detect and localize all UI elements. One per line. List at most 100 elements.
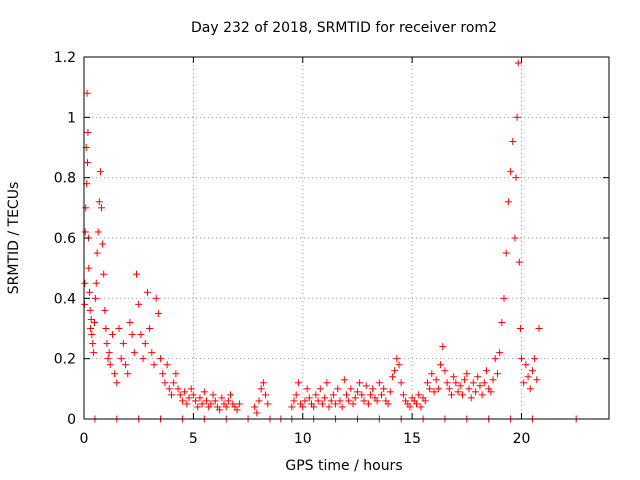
data-point — [426, 385, 434, 393]
data-point — [343, 391, 350, 399]
data-point — [375, 379, 383, 387]
data-point — [299, 403, 307, 411]
data-point — [528, 367, 536, 375]
data-point — [172, 370, 180, 378]
data-point — [100, 270, 108, 278]
data-point — [137, 331, 145, 339]
data-point — [305, 394, 313, 402]
y-tick-label: 1 — [67, 110, 76, 126]
data-point — [157, 355, 165, 363]
data-point — [192, 397, 200, 405]
data-point — [87, 325, 95, 332]
data-point — [303, 385, 311, 393]
data-point — [89, 340, 97, 348]
data-point — [227, 391, 235, 399]
data-point — [95, 198, 103, 206]
data-point — [386, 388, 394, 396]
data-point — [96, 168, 104, 176]
data-point — [90, 349, 98, 357]
data-point — [86, 306, 94, 314]
data-point — [432, 376, 440, 384]
data-point — [102, 325, 110, 332]
data-point — [161, 379, 169, 387]
data-point — [165, 385, 173, 393]
data-point — [415, 391, 423, 399]
data-point — [345, 397, 353, 405]
data-point — [472, 388, 480, 396]
data-point — [222, 403, 230, 411]
data-point — [441, 367, 449, 375]
data-point — [336, 397, 344, 405]
data-point — [364, 400, 372, 408]
data-point — [312, 391, 320, 399]
data-point — [148, 349, 156, 357]
data-point — [207, 400, 215, 408]
y-tick-label: 0.4 — [54, 291, 76, 307]
data-point — [98, 204, 105, 212]
data-point — [198, 400, 206, 408]
data-point — [461, 376, 469, 384]
data-point — [183, 400, 191, 408]
data-point — [511, 234, 519, 242]
data-point — [93, 249, 101, 257]
data-point — [218, 394, 226, 402]
data-point — [126, 318, 134, 326]
data-point — [128, 331, 136, 339]
data-point — [88, 331, 96, 339]
data-point — [181, 388, 189, 396]
data-point — [83, 89, 91, 97]
data-point — [168, 391, 175, 399]
data-point — [81, 228, 89, 236]
data-point — [154, 309, 162, 317]
y-tick-label: 0 — [67, 412, 76, 428]
data-point — [224, 397, 232, 405]
data-point — [448, 391, 455, 399]
data-point — [310, 403, 318, 411]
data-point — [105, 349, 113, 357]
data-point — [445, 385, 453, 393]
data-point — [349, 400, 357, 408]
data-point — [259, 379, 267, 387]
data-point — [301, 397, 309, 405]
data-point — [187, 385, 195, 393]
data-point — [483, 367, 490, 375]
data-point — [117, 355, 125, 363]
data-point — [476, 382, 484, 390]
grid-lines — [84, 57, 609, 419]
data-point — [94, 228, 102, 236]
axis-ticks — [83, 56, 609, 420]
y-tick-label: 0.6 — [54, 231, 76, 247]
data-point — [146, 325, 154, 332]
data-point — [143, 288, 151, 296]
data-point — [108, 331, 116, 339]
data-point — [264, 400, 272, 408]
data-point — [178, 397, 186, 405]
data-point — [152, 294, 160, 302]
data-point — [397, 379, 405, 387]
data-point — [101, 306, 109, 314]
data-point — [480, 379, 488, 387]
data-point — [111, 370, 119, 378]
data-point — [340, 376, 348, 384]
data-point — [474, 373, 482, 381]
x-tick-label: 15 — [403, 431, 421, 447]
data-point — [515, 258, 523, 266]
data-point — [458, 391, 466, 399]
data-point — [106, 361, 114, 369]
data-point — [520, 379, 528, 387]
data-point — [194, 403, 202, 411]
y-axis-title: SRMTID / TECUs — [6, 182, 22, 295]
y-tick-label: 0.8 — [54, 171, 76, 187]
data-point — [465, 385, 473, 393]
data-point — [531, 355, 539, 363]
data-point — [91, 318, 98, 326]
data-point — [535, 325, 543, 332]
data-point — [176, 391, 184, 399]
data-point — [469, 379, 477, 387]
data-point — [159, 370, 167, 378]
data-point — [257, 385, 265, 393]
x-tick-label: 5 — [189, 431, 198, 447]
data-point — [393, 355, 401, 363]
y-tick-label: 0.2 — [54, 352, 76, 368]
